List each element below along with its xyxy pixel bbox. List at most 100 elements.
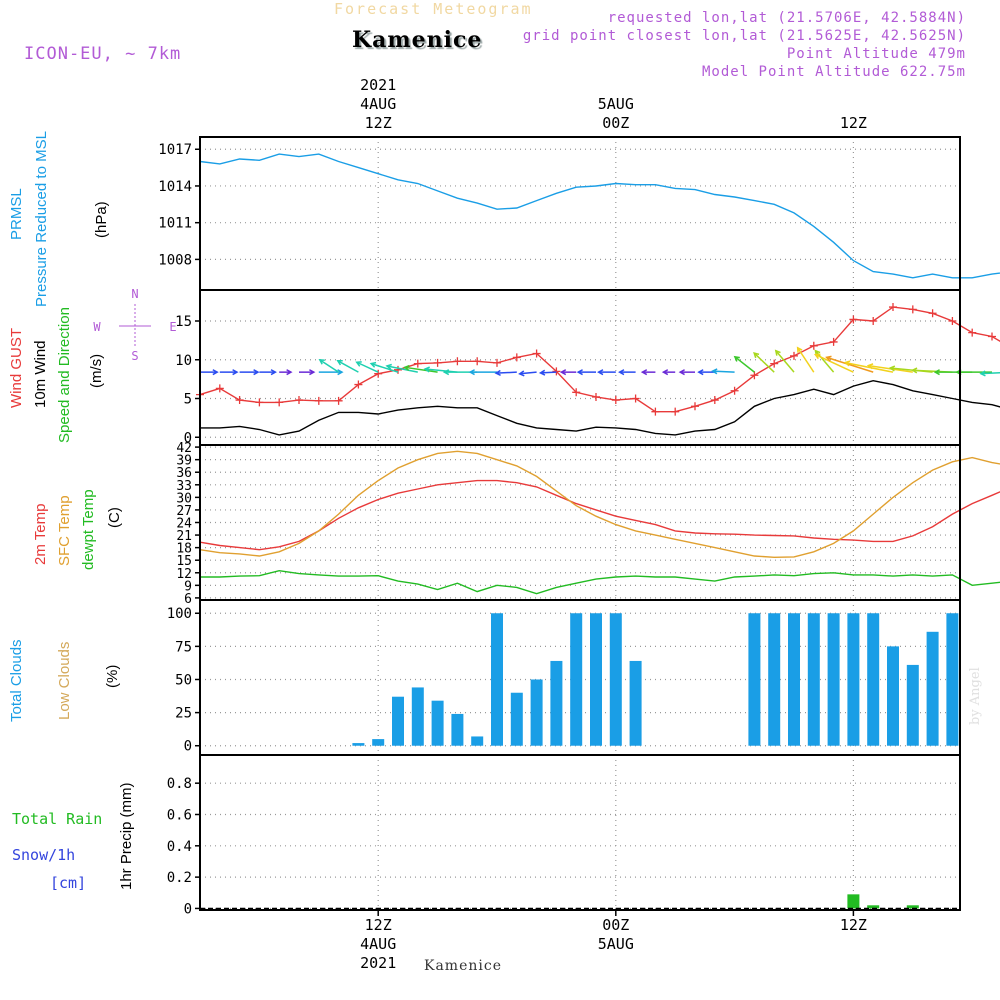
ytick-label-precip: 0.6	[167, 807, 192, 823]
ytick-label-pressure: 1017	[158, 142, 192, 158]
requested-coordinates: requested lon,lat (21.5706E, 42.5884N)	[607, 10, 966, 26]
time-label: 4AUG	[360, 95, 396, 113]
ytick-label-pressure: 1014	[158, 179, 192, 195]
bar-precip	[906, 905, 919, 909]
bar-clouds	[906, 664, 919, 746]
gust-marker	[869, 317, 878, 325]
bar-precip	[847, 894, 860, 909]
series-line-temp	[199, 450, 1000, 559]
gust-marker	[215, 384, 224, 393]
ytick-label-temp: 33	[176, 479, 192, 494]
bar-clouds	[807, 613, 820, 746]
wind-arrow-head	[697, 369, 704, 376]
wind-arrow-head	[337, 369, 344, 376]
wind-arrow-head	[309, 369, 316, 376]
wind-arrow-head	[640, 369, 648, 376]
wind-arrow-head	[468, 369, 475, 376]
ytick-label-temp: 36	[176, 466, 192, 481]
wind-arrow	[319, 359, 340, 373]
gust-marker	[770, 359, 779, 368]
gust-marker	[928, 309, 937, 318]
gust-marker	[948, 317, 957, 325]
time-label: 2021	[360, 954, 396, 972]
ytick-label-temp: 21	[176, 529, 192, 544]
ytick-label-temp: 15	[176, 554, 192, 569]
ytick-label-wind: 5	[184, 392, 192, 408]
ytick-label-clouds: 50	[175, 672, 192, 688]
series-line-temp	[200, 569, 1000, 595]
wind-arrow-head	[597, 369, 604, 376]
wind-arrow-head	[286, 369, 293, 376]
wind-arrow-head	[825, 355, 832, 362]
gust-marker	[493, 358, 501, 367]
wind-arrow	[734, 356, 755, 373]
bar-clouds	[550, 660, 563, 746]
legend-total-rain: Total Rain	[12, 810, 103, 828]
gust-marker	[433, 358, 442, 367]
bar-clouds	[590, 613, 602, 746]
bar-clouds	[629, 660, 642, 746]
wind-arrow	[753, 352, 775, 373]
gust-marker	[354, 380, 363, 389]
bar-clouds	[352, 743, 365, 746]
panel-frame-precip	[199, 754, 961, 911]
wind-arrow	[356, 361, 379, 373]
time-label: 12Z	[840, 114, 867, 132]
ytick-label-temp: 6	[184, 592, 192, 607]
gust-marker	[374, 369, 383, 378]
wind-arrow-head	[678, 369, 685, 376]
bar-clouds	[411, 687, 424, 746]
ytick-label-clouds: 25	[175, 706, 192, 722]
wind-arrow-head	[494, 369, 501, 377]
location-title: Kamenice	[352, 27, 483, 53]
wind-arrow-head	[232, 369, 239, 376]
ytick-label-precip: 0.8	[167, 776, 192, 792]
gust-marker	[631, 394, 640, 403]
series-line-pressure	[199, 153, 1000, 279]
grid-point-coordinates: grid point closest lon,lat (21.5625E, 42…	[522, 28, 966, 44]
wind-arrow	[370, 362, 399, 373]
ytick-label-precip: 0.2	[167, 870, 192, 886]
time-label: 5AUG	[598, 935, 634, 953]
bar-clouds	[887, 646, 899, 746]
series-line-temp	[199, 479, 1000, 551]
wind-arrow-head	[538, 369, 546, 376]
time-label: 5AUG	[598, 95, 634, 113]
bar-clouds	[431, 700, 444, 746]
wind-arrow-head	[385, 363, 392, 370]
wind-arrow-head	[796, 346, 803, 353]
gust-marker	[255, 398, 264, 407]
wind-arrow	[496, 371, 517, 374]
time-label: 00Z	[602, 114, 629, 132]
wind-arrow-head	[369, 361, 377, 368]
wind-arrow-head	[979, 370, 986, 377]
ytick-label-temp: 24	[176, 517, 192, 532]
ytick-label-temp: 18	[176, 542, 192, 557]
bar-clouds	[946, 613, 959, 746]
gust-marker	[968, 328, 977, 337]
gust-marker	[750, 371, 759, 380]
bar-clouds	[926, 631, 939, 746]
gust-marker	[572, 388, 581, 397]
wind-arrow	[712, 370, 735, 373]
time-label: 12Z	[365, 916, 392, 934]
time-label: 00Z	[602, 916, 629, 934]
gust-marker	[710, 396, 719, 405]
point-altitude: Point Altitude 479m	[786, 46, 966, 62]
ytick-label-temp: 27	[176, 504, 192, 519]
wind-arrow-head	[270, 369, 277, 376]
gust-marker	[849, 315, 858, 324]
wind-arrow	[845, 361, 894, 373]
bar-clouds	[788, 613, 800, 746]
time-label: 2021	[360, 76, 396, 94]
bar-clouds	[748, 613, 761, 746]
wind-arrow-head	[888, 365, 896, 372]
ytick-label-temp: 12	[176, 567, 192, 582]
wind-arrow-head	[518, 370, 525, 377]
bar-clouds	[392, 696, 404, 746]
wind-arrow-head	[774, 349, 781, 356]
ytick-label-wind: 15	[175, 314, 192, 330]
gust-marker	[413, 359, 422, 368]
gust-marker	[809, 341, 818, 350]
gust-marker	[235, 396, 244, 405]
